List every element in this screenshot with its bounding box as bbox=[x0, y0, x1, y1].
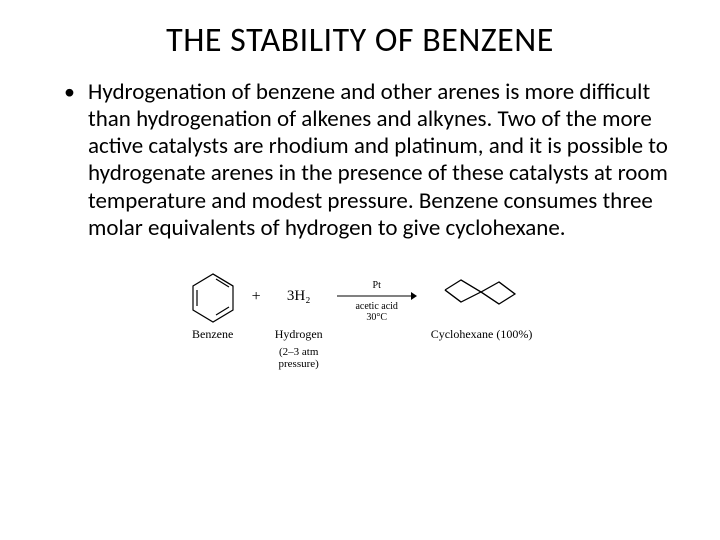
product-cyclohexane: Cyclohexane (100%) bbox=[431, 270, 533, 342]
slide-bullet: Hydrogenation of benzene and other arene… bbox=[70, 79, 670, 242]
benzene-icon bbox=[188, 270, 238, 324]
benzene-label: Benzene bbox=[192, 328, 233, 342]
cyclohexane-label: Cyclohexane (100%) bbox=[431, 328, 533, 342]
hydrogen-label: Hydrogen bbox=[275, 328, 323, 342]
slide: THE STABILITY OF BENZENE Hydrogenation o… bbox=[0, 0, 720, 540]
reaction-scheme: Benzene + 3H₂ Hydrogen (2–3 atm pressure… bbox=[40, 270, 680, 371]
reactant-hydrogen: 3H₂ Hydrogen (2–3 atm pressure) bbox=[275, 270, 323, 371]
slide-title: THE STABILITY OF BENZENE bbox=[40, 20, 680, 61]
arrow-icon bbox=[337, 291, 417, 301]
reaction-arrow: Pt acetic acid 30°C bbox=[337, 270, 417, 323]
reaction-row: Benzene + 3H₂ Hydrogen (2–3 atm pressure… bbox=[188, 270, 533, 371]
arrow-mid: acetic acid bbox=[355, 301, 397, 312]
hydrogen-note: (2–3 atm pressure) bbox=[279, 346, 319, 371]
arrow-bot: 30°C bbox=[366, 312, 387, 323]
reactant-benzene: Benzene bbox=[188, 270, 238, 342]
arrow-top: Pt bbox=[373, 280, 381, 291]
cyclohexane-icon bbox=[437, 270, 527, 324]
plus-sign: + bbox=[252, 270, 261, 306]
hydrogen-formula: 3H₂ bbox=[287, 288, 311, 305]
